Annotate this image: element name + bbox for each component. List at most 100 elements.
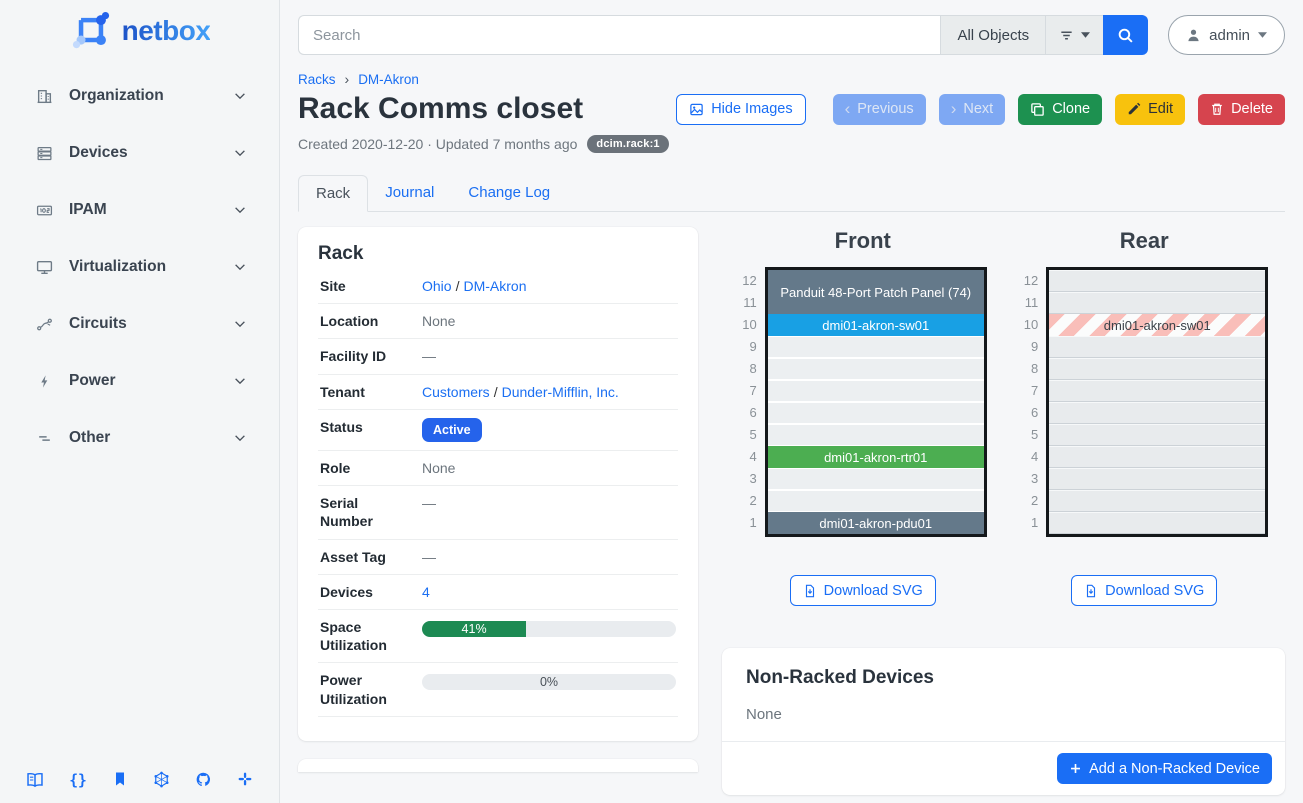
graphql-icon[interactable] [153, 771, 170, 789]
site-link[interactable]: DM-Akron [463, 278, 527, 294]
rack-slot[interactable] [1049, 512, 1266, 534]
breadcrumb-link[interactable]: DM-Akron [358, 71, 419, 87]
rack-slot[interactable] [1049, 468, 1266, 490]
field-label-site: Site [320, 278, 346, 294]
row-asset-tag: Asset Tag — [318, 540, 678, 575]
rack-empty-slot[interactable] [767, 380, 984, 402]
github-icon[interactable] [195, 771, 212, 789]
sidebar-item-virtualization[interactable]: Virtualization [0, 247, 279, 287]
chevron-down-icon [233, 89, 247, 103]
devices-icon [34, 145, 54, 162]
netbox-logo[interactable]: netbox [10, 12, 269, 50]
chevron-down-icon [233, 146, 247, 160]
front-download-svg-button[interactable]: Download SVG [789, 575, 936, 606]
tab-change-log[interactable]: Change Log [468, 184, 551, 201]
rack-slot[interactable] [1049, 336, 1266, 358]
rack-device[interactable]: dmi01-akron-pdu01 [767, 512, 984, 534]
previous-label: Previous [857, 101, 914, 117]
filter-icon [1059, 28, 1074, 43]
edit-button[interactable]: Edit [1115, 93, 1186, 125]
sidebar-item-label: Devices [69, 144, 128, 161]
sidebar-item-label: Virtualization [69, 258, 167, 275]
search-scope-button[interactable]: All Objects [940, 15, 1046, 55]
hide-images-button[interactable]: Hide Images [676, 93, 806, 125]
rack-slot[interactable] [1049, 490, 1266, 512]
tenant-group-link[interactable]: Customers [422, 383, 490, 400]
rack-device[interactable]: dmi01-akron-sw01 [767, 314, 984, 336]
rack-unit-number: 6 [749, 405, 757, 420]
field-label-tenant: Tenant [320, 383, 365, 400]
site-group-link[interactable]: Ohio [422, 278, 452, 294]
sidebar-item-label: Other [69, 429, 111, 446]
previous-button[interactable]: ‹ Previous [832, 93, 926, 125]
rack-unit-number: 7 [1031, 383, 1039, 398]
field-label-devices: Devices [320, 583, 373, 600]
docs-book-icon[interactable] [26, 771, 44, 789]
rack-slot[interactable] [1049, 270, 1266, 292]
sidebar-item-label: Power [69, 372, 116, 389]
chevron-down-icon [233, 374, 247, 388]
virtualization-icon [34, 259, 54, 276]
pencil-icon [1127, 102, 1141, 116]
search-filter-button[interactable] [1045, 15, 1104, 55]
breadcrumb-link[interactable]: Racks [298, 71, 336, 87]
card-divider [722, 741, 1285, 742]
delete-button[interactable]: Delete [1198, 93, 1285, 125]
power-icon [34, 374, 54, 389]
rack-device-rear-face[interactable]: dmi01-akron-sw01 [1049, 314, 1266, 336]
sidebar-item-ipam[interactable]: IPAM [0, 190, 279, 230]
sidebar-item-label: Circuits [69, 315, 127, 332]
rack-empty-slot[interactable] [767, 402, 984, 424]
row-space-utilization: Space Utilization 41% [318, 610, 678, 664]
devices-count-link[interactable]: 4 [422, 583, 430, 600]
sidebar-item-label: IPAM [69, 201, 107, 218]
tab-journal[interactable]: Journal [385, 184, 435, 201]
object-id-badge[interactable]: dcim.rack:1 [587, 135, 669, 153]
global-search-group: All Objects [298, 15, 1149, 55]
rack-device[interactable]: dmi01-akron-rtr01 [767, 446, 984, 468]
rack-slot[interactable] [1049, 358, 1266, 380]
sidebar-item-circuits[interactable]: Circuits [0, 304, 279, 344]
page-header: Rack Comms closet Hide Images ‹ Previous [298, 92, 1285, 126]
sidebar-item-other[interactable]: Other [0, 418, 279, 458]
power-utilization-bar: 0% [422, 674, 676, 691]
rack-empty-slot[interactable] [767, 468, 984, 490]
rack-slot[interactable] [1049, 402, 1266, 424]
hide-images-label: Hide Images [711, 101, 793, 117]
chevron-right-icon: › [950, 98, 957, 118]
rack-unit-number: 11 [1024, 295, 1039, 310]
rack-empty-slot[interactable] [767, 358, 984, 380]
role-value: None [422, 460, 456, 476]
sidebar-item-organization[interactable]: Organization [0, 76, 279, 116]
clone-button[interactable]: Clone [1018, 93, 1103, 125]
rack-unit-number: 5 [749, 427, 757, 442]
rack-slot[interactable] [1049, 446, 1266, 468]
non-racked-devices-empty-text: None [746, 706, 782, 723]
next-button[interactable]: › Next [938, 93, 1006, 125]
slack-icon[interactable] [237, 771, 253, 789]
rack-slot[interactable] [1049, 380, 1266, 402]
rack-device[interactable]: Panduit 48-Port Patch Panel (74) [767, 270, 984, 314]
tenant-link[interactable]: Dunder-Mifflin, Inc. [501, 383, 619, 400]
rest-api-braces-icon[interactable]: {} [69, 771, 87, 789]
add-non-racked-device-button[interactable]: Add a Non-Racked Device [1057, 753, 1272, 784]
rack-slot[interactable] [1049, 424, 1266, 446]
content-area: Rack Site Ohio / DM-Akron Location None [298, 227, 1285, 795]
search-submit-button[interactable] [1103, 15, 1149, 55]
rack-unit-number: 8 [749, 361, 757, 376]
sidebar-item-devices[interactable]: Devices [0, 133, 279, 173]
tab-rack[interactable]: Rack [298, 175, 369, 212]
sidebar-item-power[interactable]: Power [0, 361, 279, 401]
api-docs-bookmark-icon[interactable] [112, 771, 128, 789]
search-input[interactable] [298, 15, 941, 55]
rack-empty-slot[interactable] [767, 424, 984, 446]
rack-empty-slot[interactable] [767, 336, 984, 358]
add-non-racked-device-label: Add a Non-Racked Device [1089, 760, 1260, 777]
rear-download-svg-button[interactable]: Download SVG [1071, 575, 1218, 606]
rack-unit-number: 11 [743, 295, 757, 310]
user-menu-button[interactable]: admin [1168, 15, 1285, 55]
rack-slot[interactable] [1049, 292, 1266, 314]
chevron-down-icon [233, 431, 247, 445]
rack-empty-slot[interactable] [767, 490, 984, 512]
status-badge[interactable]: Active [422, 417, 482, 442]
